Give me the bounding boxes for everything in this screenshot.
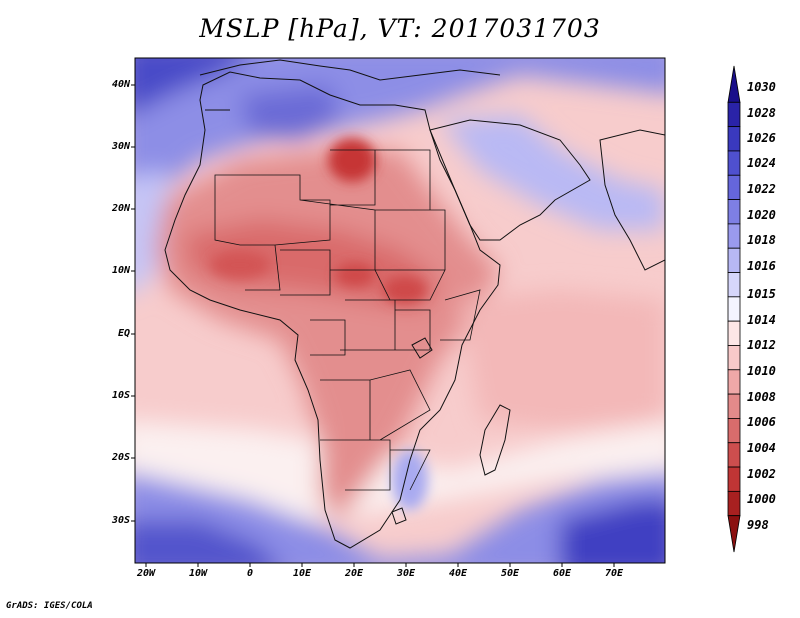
lon-label-20E: 20E: [344, 568, 364, 579]
arabia-coastline: [429, 119, 591, 241]
africa-coastline: [164, 71, 501, 549]
lat-label-10N: 10N: [111, 265, 130, 276]
india-coastline: [599, 129, 665, 271]
colorbar-label-1010: 1010: [747, 364, 776, 378]
colorbar-segment: [727, 393, 741, 419]
lat-label-20S: 20S: [111, 452, 130, 463]
colorbar-label-998: 998: [747, 518, 769, 532]
colorbar-label-1024: 1024: [747, 156, 776, 170]
colorbar-label-1012: 1012: [747, 338, 776, 352]
high-pressure-se-core: [560, 500, 665, 563]
lon-label-10W: 10W: [188, 568, 208, 579]
colorbar-label-1016: 1016: [747, 259, 776, 273]
low-pressure-core-chad: [335, 263, 375, 287]
colorbar-label-1020: 1020: [747, 208, 776, 222]
colorbar-segment: [727, 466, 741, 492]
low-pressure-sahel: [185, 220, 440, 310]
colorbar-label-1000: 1000: [747, 492, 776, 506]
madagascar-coastline: [479, 404, 511, 476]
colorbar-segment: [727, 272, 741, 298]
lon-label-60E: 60E: [552, 568, 572, 579]
chart-title: MSLP [hPa], VT: 2017031703: [199, 14, 601, 43]
high-pressure-arabia: [440, 115, 665, 230]
colorbar-label-1002: 1002: [747, 467, 776, 481]
colorbar-segment: [727, 369, 741, 395]
europe-coastline: [199, 59, 501, 111]
colorbar-segment: [727, 65, 741, 103]
colorbar-segment: [727, 199, 741, 225]
colorbar-segment: [727, 101, 741, 128]
map-frame: [134, 57, 666, 564]
low-pressure-core-sudan: [383, 276, 427, 304]
lake-victoria: [411, 337, 433, 359]
lat-label-10S: 10S: [111, 390, 130, 401]
colorbar-segment: [727, 320, 741, 346]
colorbar-label-1014: 1014: [747, 313, 776, 327]
high-pressure-sw-core: [135, 520, 276, 563]
colorbar-label-1008: 1008: [747, 390, 776, 404]
lesotho: [391, 507, 407, 525]
low-pressure-core-libya: [328, 138, 376, 182]
colorbar-segment: [727, 442, 741, 468]
colorbar-label-1018: 1018: [747, 233, 776, 247]
high-pressure-south: [135, 471, 665, 563]
colorbar-label-1030: 1030: [747, 80, 776, 94]
country-borders: [214, 149, 481, 491]
colorbar-segment: [727, 418, 741, 444]
colorbar-label-1028: 1028: [747, 106, 776, 120]
lat-label-eq: EQ: [117, 328, 130, 339]
high-pressure-libya: [240, 85, 340, 140]
colorbar-label-1022: 1022: [747, 182, 776, 196]
colorbar-label-1004: 1004: [747, 441, 776, 455]
lat-label-30N: 30N: [111, 141, 130, 152]
colorbar-label-1015: 1015: [747, 287, 776, 301]
colorbar-segment: [727, 296, 741, 322]
lat-label-30S: 30S: [111, 515, 130, 526]
colorbar-segment: [727, 223, 741, 249]
colorbar-segment: [727, 345, 741, 371]
low-pressure-core-westafrica: [210, 251, 270, 279]
colorbar-segment: [727, 515, 741, 553]
indian-ocean-low: [460, 290, 665, 430]
lon-label-20W: 20W: [136, 568, 156, 579]
colorbar-segment: [727, 174, 741, 200]
lat-label-40N: 40N: [111, 79, 130, 90]
colorbar-label-1006: 1006: [747, 415, 776, 429]
grads-credit: GrADS: IGES/COLA: [6, 601, 93, 611]
lon-label-0: 0: [246, 568, 254, 579]
colorbar-segment: [727, 150, 741, 176]
lon-label-50E: 50E: [500, 568, 520, 579]
lat-label-20N: 20N: [111, 203, 130, 214]
lon-label-30E: 30E: [396, 568, 416, 579]
lon-label-70E: 70E: [604, 568, 624, 579]
lon-label-40E: 40E: [448, 568, 468, 579]
colorbar-segment: [727, 126, 741, 152]
colorbar-label-1026: 1026: [747, 131, 776, 145]
lon-label-10E: 10E: [292, 568, 312, 579]
colorbar-segment: [727, 247, 741, 273]
colorbar-segment: [727, 490, 741, 517]
